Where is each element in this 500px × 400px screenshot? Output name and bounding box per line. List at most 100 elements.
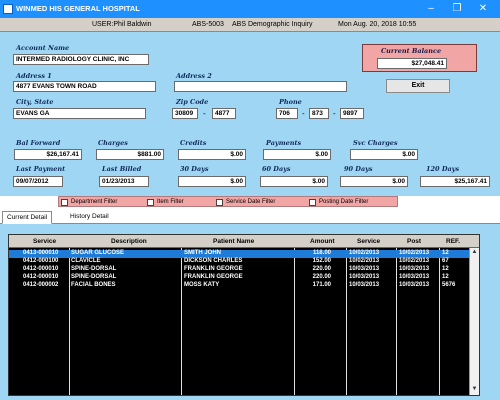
phone-dash-1: - <box>302 109 305 118</box>
bal-forward-field: $26,167.41 <box>14 149 82 160</box>
col-post-date[interactable]: Post <box>407 238 422 245</box>
col-patient-name[interactable]: Patient Name <box>213 238 255 245</box>
department-filter-checkbox[interactable] <box>61 199 68 206</box>
days30-label: 30 Days <box>180 165 209 173</box>
account-form: Account Name INTERMED RADIOLOGY CLINIC, … <box>0 32 500 196</box>
service-code-cell: 0412-000010 <box>23 266 59 272</box>
service-code-cell: 0413-000010 <box>23 250 59 256</box>
svc-charges-label: Svc Charges <box>353 139 398 147</box>
bal-forward-label: Bal Forward <box>16 139 61 147</box>
table-row[interactable]: 0413-000010 SUGAR GLUCOSE SMITH JOHN 118.00… <box>9 250 469 258</box>
window-title: WINMED HIS GENERAL HOSPITAL <box>16 4 140 13</box>
minimize-button[interactable]: – <box>428 3 434 14</box>
address2-label: Address 2 <box>176 72 212 80</box>
tab-history-detail[interactable]: History Detail <box>70 213 109 220</box>
days90-label: 90 Days <box>344 165 373 173</box>
detail-tabs: Current Detail History Detail <box>0 210 500 224</box>
post-date-cell: 10/03/2013 <box>399 282 430 288</box>
service-date-filter-checkbox[interactable] <box>216 199 223 206</box>
patient-name-cell: FRANKLIN GEORGE <box>184 266 243 272</box>
days120-label: 120 Days <box>426 165 460 173</box>
col-ref[interactable]: REF. <box>446 238 461 245</box>
item-filter-checkbox[interactable] <box>147 199 154 206</box>
phone1-field[interactable]: 706 <box>276 108 298 119</box>
col-divider <box>69 248 70 395</box>
post-date-cell: 10/03/2013 <box>399 266 430 272</box>
table-row[interactable]: 0412-000002 FACIAL BONES MOSS KATY 171.00 10… <box>9 282 469 290</box>
scroll-down-icon[interactable]: ▼ <box>471 386 478 392</box>
ref-cell: 5676 <box>442 282 456 288</box>
phone-label: Phone <box>279 98 302 106</box>
col-amount[interactable]: Amount <box>310 238 335 245</box>
address2-field[interactable] <box>174 81 347 92</box>
days60-field: $.00 <box>260 176 328 187</box>
last-billed-label: Last Billed <box>102 165 142 173</box>
account-name-label: Account Name <box>16 44 70 52</box>
posting-date-filter-checkbox[interactable] <box>309 199 316 206</box>
title-bar: WINMED HIS GENERAL HOSPITAL – ❐ ✕ <box>0 0 500 18</box>
tab-current-detail[interactable]: Current Detail <box>2 211 53 224</box>
detail-panel: Service Description Patient Name Amount … <box>0 224 500 400</box>
service-code-cell: 0412-000002 <box>23 282 59 288</box>
zip1-field[interactable]: 30809 <box>172 108 198 119</box>
exit-button[interactable]: Exit <box>386 79 450 93</box>
close-button[interactable]: ✕ <box>478 3 488 14</box>
table-row[interactable]: 0412-000010 SPINE-DORSAL FRANKLIN GEORGE 22… <box>9 274 469 282</box>
city-state-field[interactable]: EVANS GA <box>13 108 146 119</box>
ref-cell: 12 <box>442 250 449 256</box>
scroll-up-icon[interactable]: ▲ <box>471 249 478 255</box>
amount-cell: 220.00 <box>312 274 331 280</box>
col-divider <box>439 248 440 395</box>
info-bar: USER:Phil Baldwin ABS-5003 ABS Demograph… <box>0 18 500 32</box>
service-date-filter-label: Service Date Filter <box>226 199 276 205</box>
service-date-cell: 10/02/2013 <box>349 250 380 256</box>
credits-label: Credits <box>180 139 207 147</box>
col-divider <box>294 248 295 395</box>
screen-name: ABS Demographic Inquiry <box>232 21 313 28</box>
service-date-cell: 10/03/2013 <box>349 282 380 288</box>
department-filter-label: Department Filter <box>71 199 118 205</box>
detail-grid[interactable]: Service Description Patient Name Amount … <box>8 234 480 396</box>
col-description[interactable]: Description <box>111 238 147 245</box>
zip2-field[interactable]: 4877 <box>212 108 236 119</box>
description-cell: FACIAL BONES <box>71 282 116 288</box>
last-payment-label: Last Payment <box>16 165 66 173</box>
description-cell: CLAVICLE <box>71 258 101 264</box>
ref-cell: 12 <box>442 266 449 272</box>
account-name-field[interactable]: INTERMED RADIOLOGY CLINIC, INC <box>13 54 149 65</box>
address1-field[interactable]: 4877 EVANS TOWN ROAD <box>13 81 156 92</box>
phone2-field[interactable]: 873 <box>309 108 329 119</box>
patient-name-cell: FRANKLIN GEORGE <box>184 274 243 280</box>
app-icon <box>3 4 13 14</box>
current-balance-field: $27,048.41 <box>377 58 447 69</box>
description-cell: SPINE-DORSAL <box>71 274 117 280</box>
last-billed-field: 01/23/2013 <box>99 176 149 187</box>
item-filter-label: Item Filter <box>157 199 184 205</box>
grid-scrollbar[interactable]: ▲ ▼ <box>469 248 479 395</box>
col-service[interactable]: Service <box>33 238 57 245</box>
post-date-cell: 10/02/2013 <box>399 258 430 264</box>
charges-label: Charges <box>98 139 128 147</box>
col-divider <box>181 248 182 395</box>
table-row[interactable]: 0412-000100 CLAVICLE DICKSON CHARLES 152.00… <box>9 258 469 266</box>
post-date-cell: 10/03/2013 <box>399 274 430 280</box>
patient-name-cell: SMITH JOHN <box>184 250 222 256</box>
service-code-cell: 0412-000100 <box>23 258 59 264</box>
patient-name-cell: MOSS KATY <box>184 282 220 288</box>
restore-button[interactable]: ❐ <box>452 3 462 14</box>
days90-field: $.00 <box>340 176 408 187</box>
phone-dash-2: - <box>333 109 336 118</box>
col-divider <box>396 248 397 395</box>
col-divider <box>346 248 347 395</box>
phone3-field[interactable]: 9897 <box>340 108 364 119</box>
screen-code: ABS-5003 <box>192 21 224 28</box>
description-cell: SUGAR GLUCOSE <box>71 250 125 256</box>
filter-bar: Department Filter Item Filter Service Da… <box>58 196 398 207</box>
col-service-date[interactable]: Service <box>357 238 381 245</box>
service-date-cell: 10/03/2013 <box>349 274 380 280</box>
days60-label: 60 Days <box>262 165 291 173</box>
table-row[interactable]: 0412-000010 SPINE-DORSAL FRANKLIN GEORGE 22… <box>9 266 469 274</box>
service-code-cell: 0412-000010 <box>23 274 59 280</box>
zip-dash: - <box>203 109 206 118</box>
last-payment-field: 09/07/2012 <box>13 176 63 187</box>
